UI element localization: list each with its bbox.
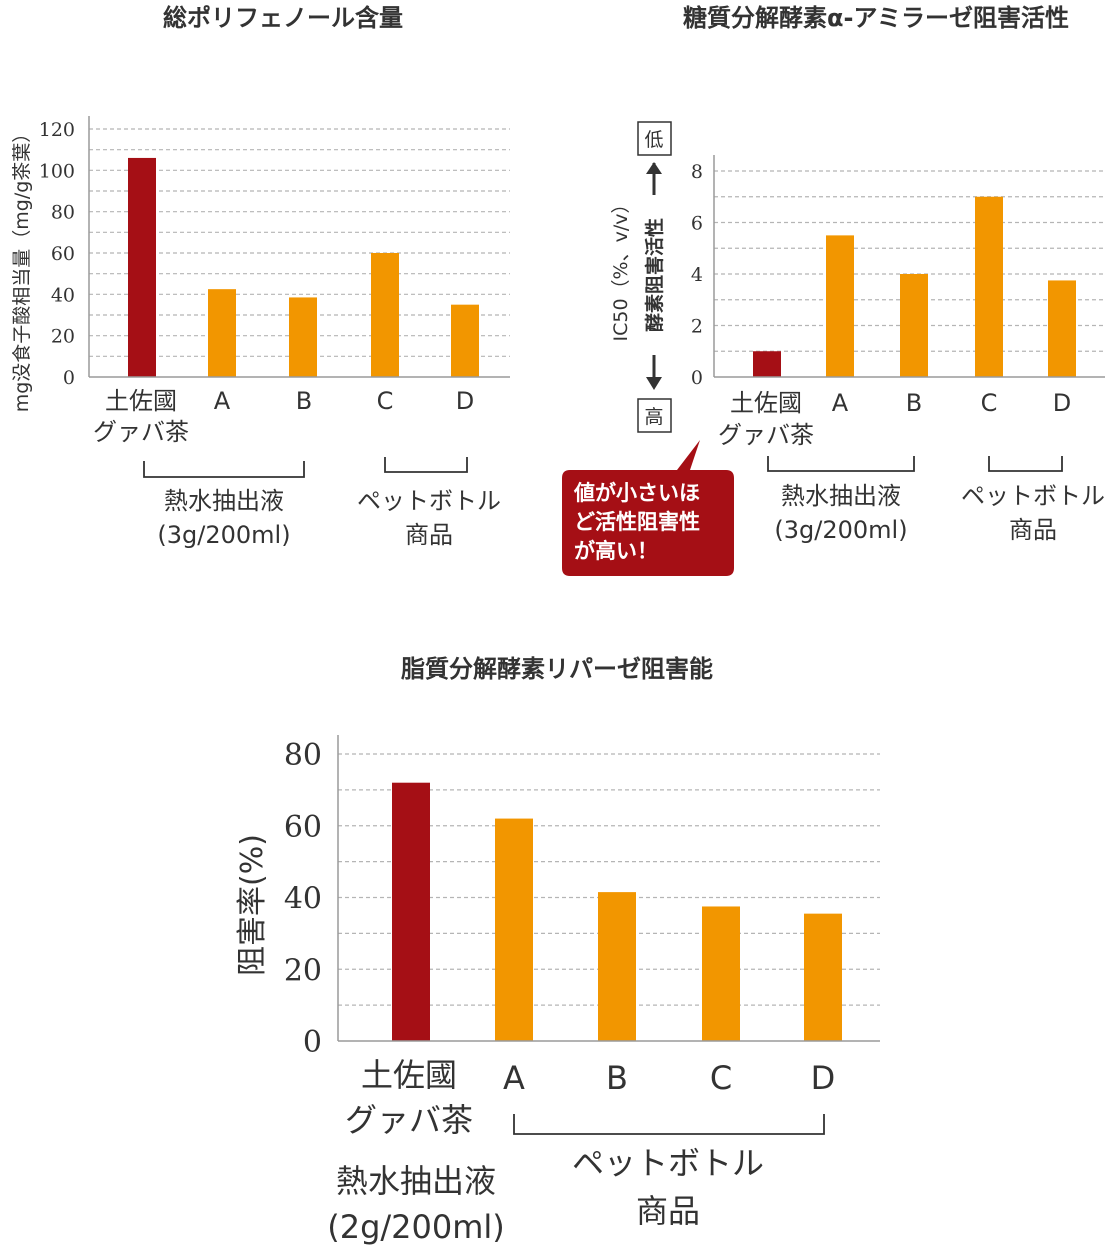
y-tick-label: 0	[303, 1025, 322, 1060]
bar-A	[826, 235, 854, 377]
chart3-group-label: 熱水抽出液	[336, 1162, 496, 1200]
bar-C	[702, 906, 740, 1041]
chart2-group-label: (3g/200ml)	[774, 516, 907, 544]
low-label: 低	[644, 129, 663, 151]
chart3-category-label: A	[503, 1059, 525, 1097]
y-tick-label: 120	[39, 119, 75, 141]
chart1-group-bracket	[143, 461, 305, 478]
bar-B	[598, 892, 636, 1041]
y-tick-label: 0	[691, 367, 703, 389]
chart1-group-label: 熱水抽出液	[164, 487, 284, 515]
chart3-category-label: D	[811, 1059, 836, 1097]
chart2-y-axis-label-2: 酵素阻害活性	[643, 218, 666, 332]
y-tick-label: 20	[284, 953, 322, 988]
bar-tosakoku	[392, 782, 430, 1041]
y-tick-label: 8	[691, 161, 703, 183]
up-arrow-icon	[646, 162, 662, 174]
chart2-group-label: ペットボトル	[961, 482, 1105, 510]
chart3-y-axis-label: 阻害率(%)	[235, 834, 270, 976]
bar-A	[495, 818, 533, 1041]
chart2-group-bracket	[767, 456, 915, 472]
chart-amylase: 糖質分解酵素α-アミラーゼ阻害活性 低 高 酵素阻害活性 IC50（%、v/v）…	[562, 4, 1105, 576]
chart1-group-bracket	[384, 457, 468, 473]
chart2-y-axis-label: IC50（%、v/v）	[610, 195, 632, 342]
chart2-category-label: グァバ茶	[718, 421, 814, 449]
bar-tosakoku	[128, 157, 156, 377]
bar-D	[1048, 280, 1076, 377]
chart1-category-label: 土佐國	[105, 387, 177, 415]
chart3-title: 脂質分解酵素リパーゼ阻害能	[401, 655, 713, 683]
y-tick-label: 2	[691, 316, 703, 338]
chart1-group-label: (3g/200ml)	[157, 521, 290, 549]
chart3-category-label: グァバ茶	[345, 1101, 473, 1139]
chart-lipase: 脂質分解酵素リパーゼ阻害能 阻害率(%) 0 20 40 60 80 土佐國 グァバ茶 …	[235, 655, 880, 1246]
y-tick-label: 40	[51, 284, 75, 306]
y-tick-label: 40	[284, 882, 322, 917]
y-tick-label: 80	[51, 202, 75, 224]
chart3-group-label: 商品	[636, 1192, 700, 1230]
high-label: 高	[644, 406, 663, 428]
bar-B	[289, 297, 317, 377]
chart3-category-label: 土佐國	[361, 1056, 457, 1094]
chart3-category-labels: 土佐國 グァバ茶 A B C D	[345, 1056, 835, 1139]
y-tick-label: 4	[691, 264, 703, 286]
chart2-title: 糖質分解酵素α-アミラーゼ阻害活性	[683, 4, 1069, 32]
chart2-group-bracket	[988, 456, 1063, 472]
chart1-category-label: A	[214, 387, 231, 415]
chart3-group-label: ペットボトル	[572, 1144, 764, 1182]
chart2-category-label: C	[981, 389, 998, 417]
bar-B	[900, 274, 928, 377]
y-tick-label: 0	[63, 367, 75, 389]
chart3-category-label: C	[710, 1059, 732, 1097]
y-tick-label: 60	[51, 243, 75, 265]
bar-C	[975, 196, 1003, 377]
chart3-group-bracket	[513, 1114, 825, 1135]
chart1-group-label: 商品	[405, 521, 453, 549]
chart1-category-label: C	[377, 387, 394, 415]
chart-polyphenol: 総ポリフェノール含量 mg没食子酸相当量（mg/g茶葉） 0 20 40 60 80 10…	[11, 4, 510, 549]
chart2-group-label: 商品	[1009, 516, 1057, 544]
callout-text-line: が高い！	[574, 539, 658, 563]
y-tick-label: 80	[284, 738, 322, 773]
chart2-category-label: D	[1053, 389, 1071, 417]
bar-D	[804, 913, 842, 1041]
chart2-category-labels: 土佐國 グァバ茶 A B C D	[718, 389, 1071, 449]
callout-bubble	[562, 440, 734, 576]
y-tick-label: 20	[51, 326, 75, 348]
chart1-category-label: B	[296, 387, 312, 415]
bar-D	[451, 304, 479, 377]
chart1-category-label: グァバ茶	[93, 418, 189, 446]
bar-C	[371, 253, 399, 377]
chart2-group-label: 熱水抽出液	[781, 482, 901, 510]
chart1-category-labels: 土佐國 グァバ茶 A B C D	[93, 387, 474, 446]
callout-text-line: 値が小さいほ	[573, 481, 700, 505]
chart2-category-label: A	[832, 389, 849, 417]
bar-tosakoku	[753, 351, 781, 377]
callout-text-line: ど活性阻害性	[574, 510, 700, 534]
down-arrow-icon	[646, 377, 662, 390]
low-box	[637, 121, 672, 156]
chart2-category-label: B	[906, 389, 922, 417]
bar-A	[208, 289, 236, 377]
y-tick-label: 6	[691, 213, 703, 235]
chart1-category-label: D	[456, 387, 474, 415]
chart1-group-label: ペットボトル	[357, 487, 501, 515]
chart3-category-label: B	[606, 1059, 628, 1097]
y-tick-label: 60	[284, 810, 322, 845]
y-tick-label: 100	[39, 160, 75, 182]
chart1-y-axis-label: mg没食子酸相当量（mg/g茶葉）	[11, 124, 33, 413]
chart1-title: 総ポリフェノール含量	[163, 4, 403, 32]
chart3-group-label: (2g/200ml)	[327, 1208, 505, 1246]
chart2-category-label: 土佐國	[730, 389, 802, 417]
annotation-callout: 値が小さいほ ど活性阻害性 が高い！	[562, 440, 734, 576]
high-box	[637, 398, 672, 433]
